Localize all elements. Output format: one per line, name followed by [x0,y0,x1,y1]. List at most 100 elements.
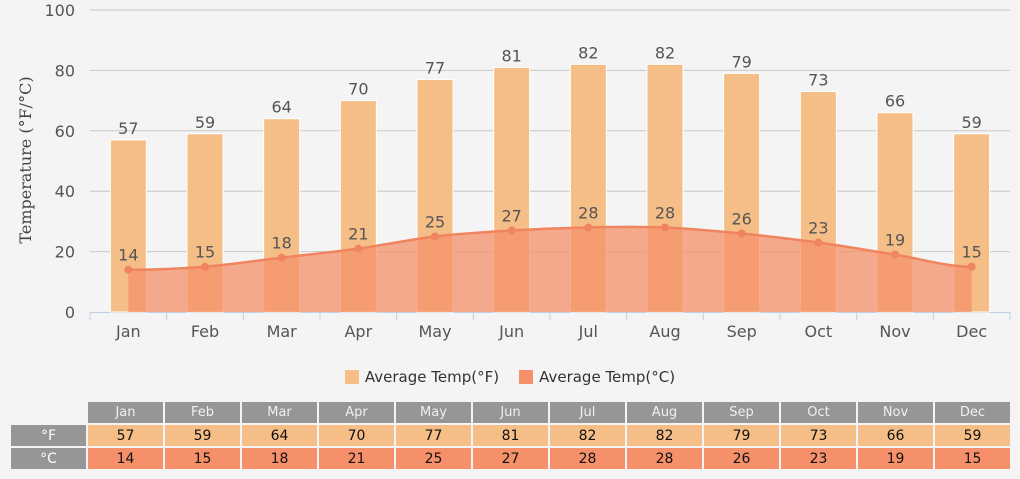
x-tick-label: Oct [804,322,832,341]
point-celsius [124,265,133,274]
point-celsius [431,232,439,241]
point-celsius [891,250,899,259]
legend-label: Average Temp(°C) [539,368,676,386]
data-label-celsius: 15 [195,243,215,262]
table-header-cell: Oct [781,402,856,423]
data-label-fahrenheit: 77 [425,58,445,77]
data-label-fahrenheit: 64 [271,98,291,117]
table-corner [11,402,86,423]
table-cell-celsius: 15 [165,448,240,469]
data-table: Jan Feb Mar Apr May Jun Jul Aug Sep Oct Nov Dec °F 57… [9,400,1012,471]
point-celsius [584,223,593,232]
data-label-celsius: 14 [118,246,138,265]
table-cell-celsius: 27 [473,448,548,469]
point-celsius [967,262,976,271]
table-header-cell: Jan [88,402,163,423]
data-label-celsius: 19 [885,231,905,250]
y-tick-label: 100 [44,1,75,20]
table-cell-celsius: 14 [88,448,163,469]
legend-swatch [344,370,359,384]
table-header-cell: Sep [704,402,779,423]
y-tick-label: 0 [65,303,75,322]
legend-item-celsius[interactable]: Average Temp(°C) [519,368,675,386]
point-celsius [354,244,363,253]
table-header-cell: Feb [165,402,240,423]
x-tick-label: Jan [115,322,141,341]
area-celsius [128,226,972,312]
data-label-celsius: 15 [961,243,981,262]
data-label-fahrenheit: 73 [808,71,828,90]
x-tick-label: Jul [578,322,598,341]
table-cell-celsius: 15 [935,448,1010,469]
table-header-cell: Jul [550,402,625,423]
data-label-fahrenheit: 82 [578,43,598,62]
table-header-cell: May [396,402,471,423]
table-row-label: °C [11,448,86,469]
x-tick-label: Dec [956,322,987,341]
data-label-celsius: 27 [501,206,521,225]
x-tick-label: Apr [344,322,372,341]
table-header-cell: Dec [935,402,1010,423]
data-label-celsius: 18 [271,234,291,253]
data-label-celsius: 28 [578,203,598,222]
data-label-fahrenheit: 59 [195,113,215,132]
point-celsius [507,226,516,235]
table-cell-fahrenheit: 77 [396,425,471,446]
table-row: Jan Feb Mar Apr May Jun Jul Aug Sep Oct Nov Dec [11,402,1010,423]
table-header-cell: Mar [242,402,317,423]
x-tick-label: Feb [191,322,219,341]
table-row: °C 14 15 18 21 25 27 28 28 26 23 19 15 [11,448,1010,469]
table-row-label: °F [11,425,86,446]
data-label-celsius: 21 [348,225,368,244]
table-cell-celsius: 28 [550,448,625,469]
data-label-fahrenheit: 59 [961,113,981,132]
table-row: °F 57 59 64 70 77 81 82 82 79 73 66 59 [11,425,1010,446]
data-label-fahrenheit: 82 [655,43,675,62]
y-tick-label: 80 [55,61,75,80]
temperature-chart: 0 20 40 60 80 100 Temperature (°F/°C) 57 59 64 70 7… [16,1,1011,341]
x-tick-label: Mar [267,322,298,341]
data-label-fahrenheit: 57 [118,119,138,138]
x-tick-label: Jun [498,322,524,341]
x-tick-label: Nov [879,322,910,341]
data-label-celsius: 25 [425,213,445,232]
table-cell-fahrenheit: 73 [781,425,856,446]
y-tick-label: 40 [55,182,75,201]
table-header-cell: Nov [858,402,933,423]
data-label-fahrenheit: 79 [731,52,751,71]
point-celsius [814,238,823,247]
data-label-fahrenheit: 66 [885,92,905,111]
table-cell-fahrenheit: 59 [165,425,240,446]
table-cell-celsius: 19 [858,448,933,469]
legend-item-fahrenheit[interactable]: Average Temp(°F) [344,368,500,386]
x-tick-label: May [418,322,451,341]
data-label-fahrenheit: 70 [348,80,368,99]
x-tick-label: Sep [727,322,757,341]
data-label-celsius: 28 [655,203,675,222]
table-cell-fahrenheit: 66 [858,425,933,446]
data-label-celsius: 23 [808,219,828,238]
point-celsius [737,229,746,238]
y-axis-label: Temperature (°F/°C) [16,76,35,243]
table-cell-fahrenheit: 82 [550,425,625,446]
table-cell-fahrenheit: 70 [319,425,394,446]
table-header-cell: Aug [627,402,702,423]
table-cell-fahrenheit: 64 [242,425,317,446]
table-cell-celsius: 28 [627,448,702,469]
point-celsius [201,262,209,271]
y-tick-label: 60 [55,122,75,141]
legend-swatch [519,370,534,384]
table-cell-fahrenheit: 81 [473,425,548,446]
table-cell-celsius: 21 [319,448,394,469]
legend-label: Average Temp(°F) [364,368,500,386]
point-celsius [277,253,286,262]
table-cell-celsius: 25 [396,448,471,469]
line-celsius [128,225,972,271]
table-cell-fahrenheit: 82 [627,425,702,446]
table-cell-celsius: 18 [242,448,317,469]
point-celsius [661,223,669,232]
data-label-celsius: 26 [731,209,751,228]
table-cell-fahrenheit: 79 [704,425,779,446]
table-header-cell: Jun [473,402,548,423]
data-label-fahrenheit: 81 [501,46,521,65]
